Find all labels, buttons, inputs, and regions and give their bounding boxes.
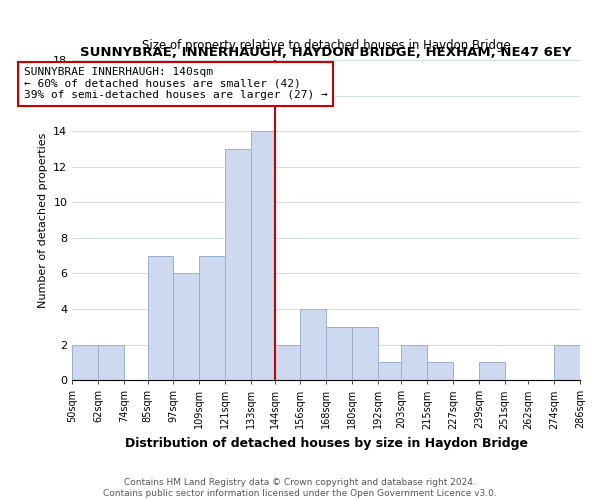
Bar xyxy=(225,149,251,380)
X-axis label: Distribution of detached houses by size in Haydon Bridge: Distribution of detached houses by size … xyxy=(125,437,527,450)
Bar xyxy=(173,274,199,380)
Bar xyxy=(98,344,124,380)
Bar xyxy=(148,256,173,380)
Bar xyxy=(275,344,301,380)
Bar xyxy=(199,256,225,380)
Bar xyxy=(251,131,275,380)
Bar xyxy=(352,327,378,380)
Bar xyxy=(427,362,453,380)
Bar xyxy=(479,362,505,380)
Bar xyxy=(326,327,352,380)
Text: Contains HM Land Registry data © Crown copyright and database right 2024.
Contai: Contains HM Land Registry data © Crown c… xyxy=(103,478,497,498)
Title: SUNNYBRAE, INNERHAUGH, HAYDON BRIDGE, HEXHAM, NE47 6EY: SUNNYBRAE, INNERHAUGH, HAYDON BRIDGE, HE… xyxy=(80,46,572,59)
Bar xyxy=(378,362,401,380)
Text: SUNNYBRAE INNERHAUGH: 140sqm
← 60% of detached houses are smaller (42)
39% of se: SUNNYBRAE INNERHAUGH: 140sqm ← 60% of de… xyxy=(23,67,328,100)
Bar xyxy=(401,344,427,380)
Bar xyxy=(301,309,326,380)
Bar xyxy=(554,344,580,380)
Y-axis label: Number of detached properties: Number of detached properties xyxy=(38,132,48,308)
Bar xyxy=(72,344,98,380)
Text: Size of property relative to detached houses in Haydon Bridge: Size of property relative to detached ho… xyxy=(142,39,511,52)
